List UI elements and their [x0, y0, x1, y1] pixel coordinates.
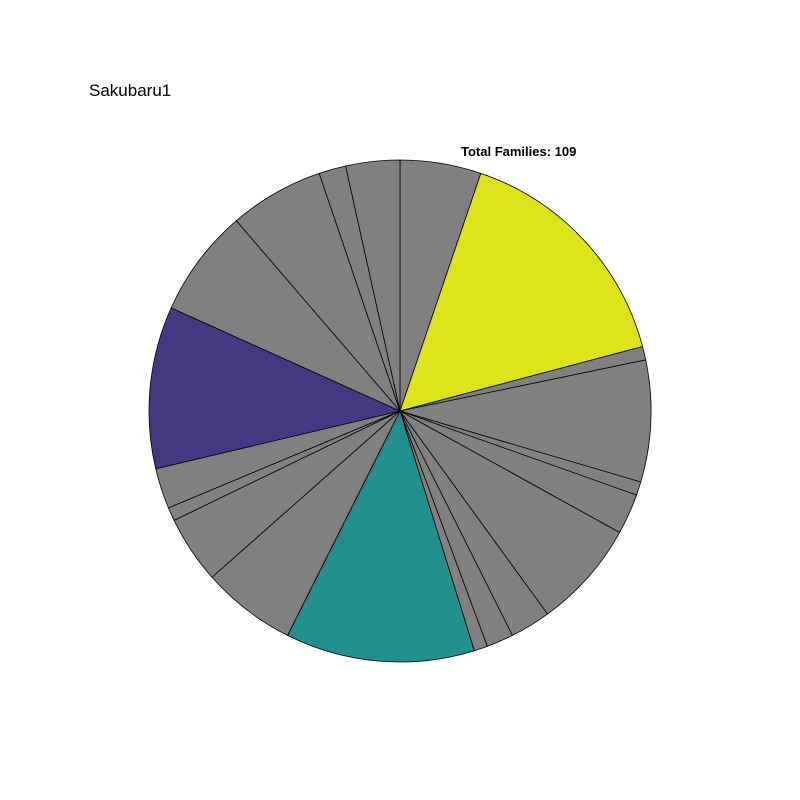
pie-slice-20 [345, 159, 401, 412]
pie-slice-2 [399, 172, 644, 412]
pie-slice-17 [170, 220, 401, 412]
total-families-label: Total Families: 109 [461, 144, 577, 159]
pie-slice-7 [399, 410, 621, 615]
pie-slice-4 [399, 359, 652, 483]
chart-title: Sakubaru1 [89, 81, 172, 100]
pie-slice-11 [287, 409, 475, 663]
pie-slice-16 [148, 307, 402, 470]
